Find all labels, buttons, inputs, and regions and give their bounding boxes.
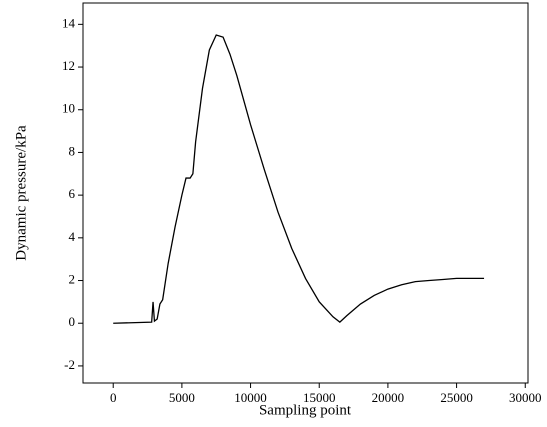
y-tick-label: 8 xyxy=(69,143,76,158)
y-tick-label: 2 xyxy=(69,272,76,287)
y-tick-label: 10 xyxy=(62,101,75,116)
y-axis-title: Dynamic pressure/kPa xyxy=(13,125,29,261)
x-tick-label: 15000 xyxy=(303,390,336,405)
x-tick-label: 25000 xyxy=(440,390,473,405)
x-tick-label: 0 xyxy=(110,390,117,405)
y-tick-label: 12 xyxy=(62,58,75,73)
y-tick-label: -2 xyxy=(64,357,75,372)
y-tick-label: 0 xyxy=(69,314,76,329)
data-line xyxy=(113,34,485,324)
plot-frame xyxy=(82,2,529,384)
x-tick-label: 10000 xyxy=(234,390,267,405)
x-axis-title: Sampling point xyxy=(259,402,352,418)
x-tick-label: 20000 xyxy=(372,390,405,405)
y-tick-label: 14 xyxy=(62,15,76,30)
x-tick-label: 30000 xyxy=(509,390,542,405)
x-tick-label: 5000 xyxy=(169,390,195,405)
y-tick-label: 6 xyxy=(69,186,76,201)
y-tick-label: 4 xyxy=(69,229,76,244)
